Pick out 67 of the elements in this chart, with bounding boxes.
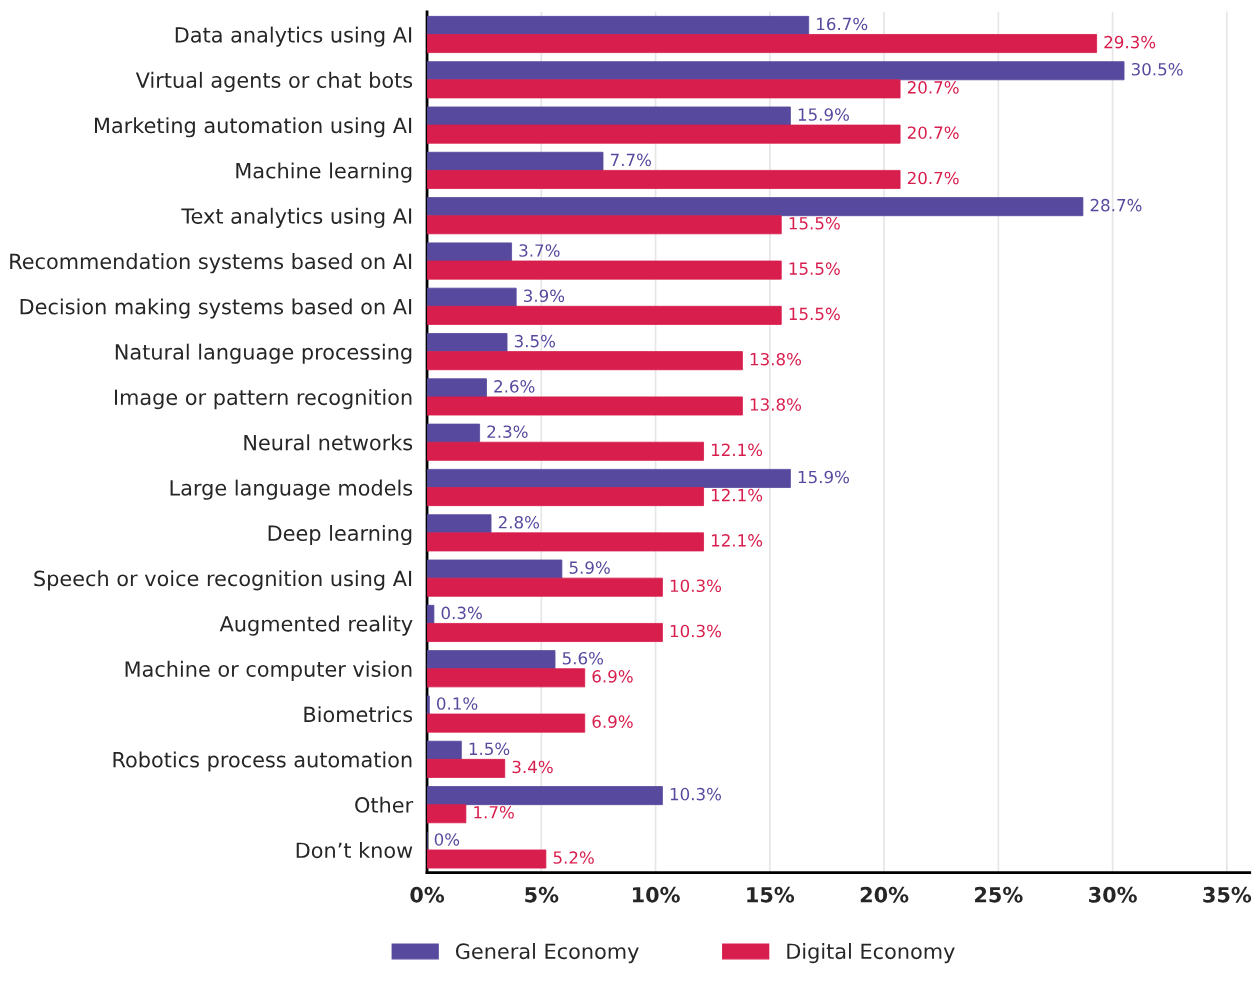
data-label: 6.9% (592, 715, 633, 728)
x-tick-label: 0% (410, 886, 445, 903)
data-label: 30.5% (1131, 62, 1183, 76)
data-label: 10.3% (670, 787, 722, 801)
x-tick-label: 30% (1089, 886, 1137, 903)
legend-label: Digital Economy (787, 943, 955, 964)
data-label: 2.8% (498, 516, 540, 529)
y-tick-label: Decision making systems based on AI (20, 298, 412, 319)
x-tick-label: 25% (975, 886, 1023, 903)
x-tick-label: 35% (1203, 886, 1252, 903)
data-label: 5.9% (569, 561, 610, 574)
y-tick-label: Speech or voice recognition using AI (34, 570, 412, 591)
data-label: 12.1% (711, 488, 763, 502)
data-label: 15.5% (789, 262, 840, 275)
y-tick-label: Biometrics (304, 706, 413, 723)
data-label: 15.9% (798, 470, 849, 484)
data-label: 1.7% (474, 805, 514, 819)
data-label: 15.9% (798, 108, 849, 121)
data-label: 0.3% (441, 606, 482, 620)
data-label: 15.5% (789, 307, 840, 321)
data-label: 3.4% (512, 760, 553, 774)
data-label: 29.3% (1104, 35, 1156, 49)
data-label: 7.7% (610, 153, 652, 167)
data-label: 10.3% (670, 624, 722, 638)
data-label: 5.6% (562, 651, 604, 665)
data-label: 6.9% (592, 670, 633, 683)
x-tick-label: 15% (747, 886, 795, 903)
y-tick-label: Don’t know (296, 842, 413, 859)
data-label: 13.8% (750, 352, 802, 366)
y-tick-label: Deep learning (268, 524, 412, 546)
y-tick-label: Text analytics using AI (181, 207, 412, 228)
x-tick-label: 10% (632, 886, 680, 903)
y-tick-label: Recommendation systems based on AI (10, 253, 412, 274)
y-tick-label: Other (355, 796, 414, 813)
data-label: 12.1% (711, 534, 763, 547)
data-label: 15.5% (789, 216, 840, 230)
x-tick-label: 5% (525, 886, 559, 903)
x-tick-label: 20% (860, 886, 909, 903)
y-tick-label: Virtual agents or chat bots (135, 71, 413, 93)
y-tick-label: Natural language processing (115, 343, 412, 364)
data-label: 5.2% (553, 851, 594, 864)
data-label: 20.7% (907, 81, 959, 94)
data-label: 2.3% (487, 425, 528, 438)
data-label: 16.7% (817, 17, 868, 31)
data-label: 2.6% (494, 380, 535, 393)
data-label: 3.9% (524, 289, 565, 303)
legend-label: General Economy (455, 943, 639, 964)
data-label: 20.7% (907, 126, 959, 139)
data-label: 0% (434, 833, 460, 846)
y-tick-label: Robotics process automation (113, 751, 412, 772)
y-tick-label: Large language models (170, 479, 413, 500)
data-label: 13.8% (750, 398, 802, 411)
data-label: 12.1% (711, 443, 763, 457)
y-tick-label: Data analytics using AI (175, 26, 412, 47)
y-tick-label: Machine or computer vision (125, 660, 412, 681)
data-label: 3.7% (519, 244, 560, 257)
y-tick-label: Machine learning (236, 162, 412, 183)
data-label: 10.3% (670, 579, 722, 593)
data-label: 28.7% (1090, 198, 1142, 212)
y-tick-label: Marketing automation using AI (94, 117, 412, 138)
y-tick-label: Neural networks (244, 434, 413, 451)
y-tick-label: Image or pattern recognition (114, 389, 412, 410)
data-label: 0.1% (437, 697, 478, 710)
y-tick-label: Augmented reality (219, 615, 413, 636)
data-label: 1.5% (469, 742, 510, 756)
data-label: 20.7% (907, 171, 959, 185)
data-label: 3.5% (514, 334, 556, 348)
